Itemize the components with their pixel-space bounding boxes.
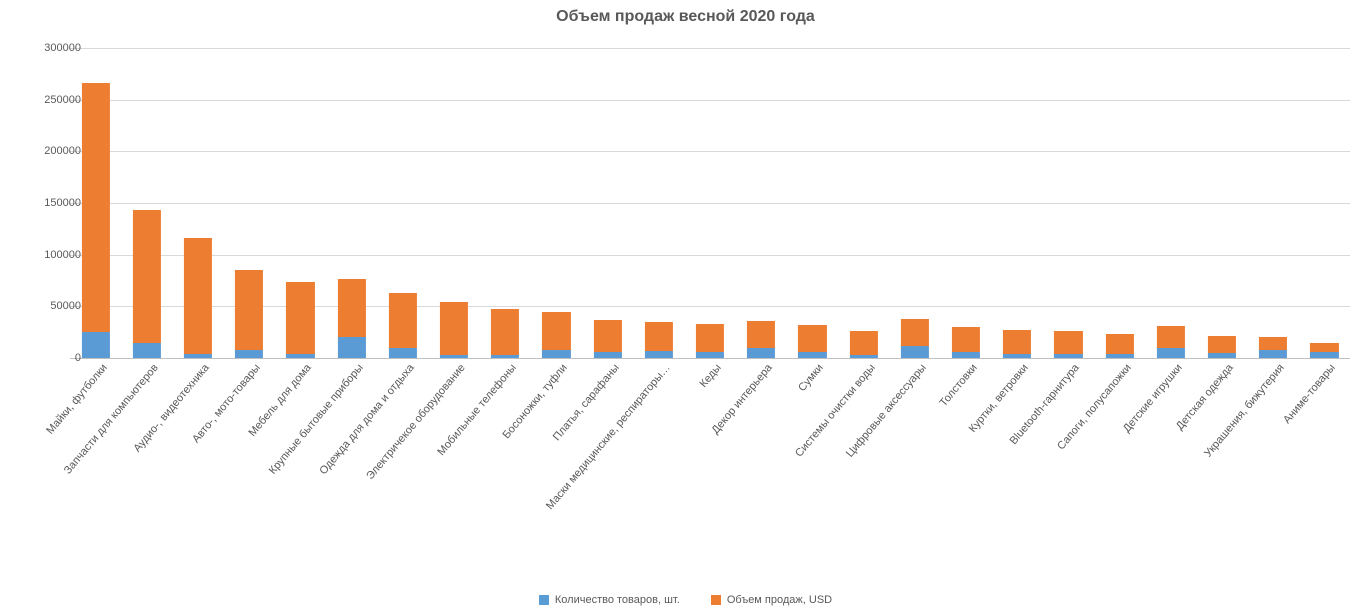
x-axis-label: Сумки — [792, 358, 826, 394]
bar-slot: Мебель для дома — [275, 48, 326, 358]
legend-item-qty: Количество товаров, шт. — [539, 594, 680, 606]
bar-segment-sales — [594, 320, 622, 352]
x-axis-label: Толстовки — [933, 358, 980, 409]
bar-segment-sales — [1259, 337, 1287, 349]
bar-segment-sales — [1157, 326, 1185, 348]
bar-segment-qty — [1157, 348, 1185, 358]
bar-segment-sales — [850, 331, 878, 355]
x-axis-label: Крупные бытовые приборы — [262, 358, 366, 477]
bar-slot: Bluetooth-гарнитура — [1043, 48, 1094, 358]
bar-slot: Авто-, мото-товары — [224, 48, 275, 358]
bar-slot: Аудио-, видеотехника — [172, 48, 223, 358]
bar-segment-sales — [286, 282, 314, 354]
bar-segment-sales — [184, 238, 212, 354]
x-axis-label: Запчасти для компьютеров — [57, 358, 161, 477]
bar-segment-qty — [82, 332, 110, 358]
bar-segment-qty — [901, 346, 929, 358]
bar-segment-sales — [133, 210, 161, 342]
bar-slot: Мобильные телефоны — [480, 48, 531, 358]
bar-segment-sales — [1310, 343, 1338, 352]
bar-segment-sales — [82, 83, 110, 332]
bars-layer: Майки, футболкиЗапчасти для компьютеровА… — [70, 48, 1350, 358]
x-axis-label: Одежда для дома и отдыха — [313, 358, 417, 477]
bar-segment-sales — [1208, 336, 1236, 353]
bar-slot: Системы очистки воды — [838, 48, 889, 358]
legend-label-sales: Объем продаж, USD — [727, 594, 832, 606]
bar-segment-sales — [645, 322, 673, 351]
bar-segment-sales — [542, 312, 570, 350]
ytick-label: 50000 — [21, 300, 81, 312]
bar-segment-qty — [1259, 350, 1287, 358]
bar-segment-sales — [235, 270, 263, 350]
ytick-label: 300000 — [21, 42, 81, 54]
bar-slot: Сумки — [787, 48, 838, 358]
ytick-label: 100000 — [21, 249, 81, 261]
bar-segment-sales — [952, 327, 980, 352]
bar-slot: Платья, сарафаны — [582, 48, 633, 358]
bar-segment-qty — [747, 348, 775, 358]
bar-segment-qty — [798, 352, 826, 358]
bar-slot: Кеды — [684, 48, 735, 358]
legend: Количество товаров, шт. Объем продаж, US… — [0, 594, 1371, 608]
legend-item-sales: Объем продаж, USD — [711, 594, 832, 606]
legend-swatch-sales — [711, 595, 721, 605]
bar-segment-qty — [542, 350, 570, 358]
bar-segment-qty — [235, 350, 263, 358]
bar-segment-sales — [1003, 330, 1031, 354]
bar-slot: Детские игрушки — [1145, 48, 1196, 358]
bar-segment-sales — [440, 302, 468, 355]
bar-slot: Крупные бытовые приборы — [326, 48, 377, 358]
bar-segment-qty — [338, 337, 366, 358]
bar-segment-qty — [389, 348, 417, 358]
legend-swatch-qty — [539, 595, 549, 605]
bar-slot: Украшения, бижутерия — [1248, 48, 1299, 358]
bar-slot: Декор интерьера — [736, 48, 787, 358]
bar-slot: Сапоги, полусапожки — [1094, 48, 1145, 358]
bar-segment-sales — [338, 279, 366, 337]
ytick-label: 250000 — [21, 94, 81, 106]
bar-slot: Куртки, ветровки — [992, 48, 1043, 358]
bar-segment-sales — [1054, 331, 1082, 354]
bar-slot: Электричекое оборудование — [428, 48, 479, 358]
ytick-label: 0 — [21, 352, 81, 364]
bar-segment-sales — [389, 293, 417, 348]
chart-container: Объем продаж весной 2020 года Майки, фут… — [0, 0, 1371, 614]
bar-slot: Аниме-товары — [1299, 48, 1350, 358]
bar-slot: Детская одежда — [1196, 48, 1247, 358]
bar-segment-sales — [491, 309, 519, 354]
bar-slot: Цифровые аксессуары — [889, 48, 940, 358]
plot-area: Майки, футболкиЗапчасти для компьютеровА… — [70, 48, 1350, 359]
bar-segment-qty — [1310, 352, 1338, 358]
bar-slot: Запчасти для компьютеров — [121, 48, 172, 358]
bar-slot: Одежда для дома и отдыха — [377, 48, 428, 358]
bar-segment-sales — [696, 324, 724, 352]
bar-segment-sales — [1106, 334, 1134, 354]
bar-segment-qty — [133, 343, 161, 359]
ytick-label: 150000 — [21, 197, 81, 209]
bar-slot: Босоножки, туфли — [531, 48, 582, 358]
x-axis-label: Кеды — [693, 358, 724, 390]
chart-title: Объем продаж весной 2020 года — [0, 8, 1371, 26]
legend-label-qty: Количество товаров, шт. — [555, 594, 680, 606]
bar-slot: Маски медицинские, респираторы… — [633, 48, 684, 358]
bar-segment-sales — [747, 321, 775, 348]
ytick-label: 200000 — [21, 145, 81, 157]
bar-segment-sales — [798, 325, 826, 352]
bar-segment-sales — [901, 319, 929, 346]
bar-slot: Толстовки — [940, 48, 991, 358]
